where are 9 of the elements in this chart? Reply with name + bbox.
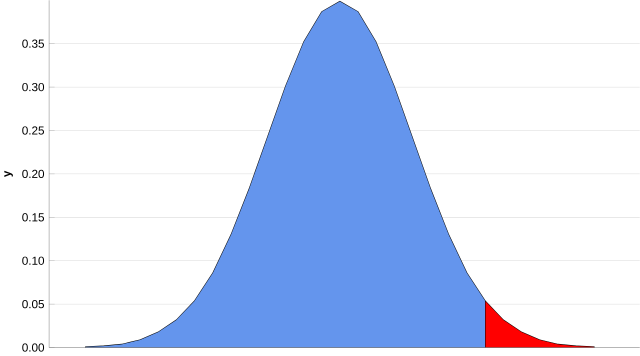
y-tick-label: 0.30 <box>22 82 44 91</box>
y-tick-label: 0.20 <box>22 170 44 178</box>
y-tick-label: 0.15 <box>22 212 44 222</box>
y-tick-label: 0.05 <box>22 300 44 308</box>
y-tick-label: 0.35 <box>22 39 44 48</box>
y-axis-title: y <box>4 170 13 177</box>
y-tick-label: 0.25 <box>22 126 44 134</box>
y-tick-label: 0.00 <box>22 343 44 352</box>
y-tick-label: 0.10 <box>22 256 44 265</box>
